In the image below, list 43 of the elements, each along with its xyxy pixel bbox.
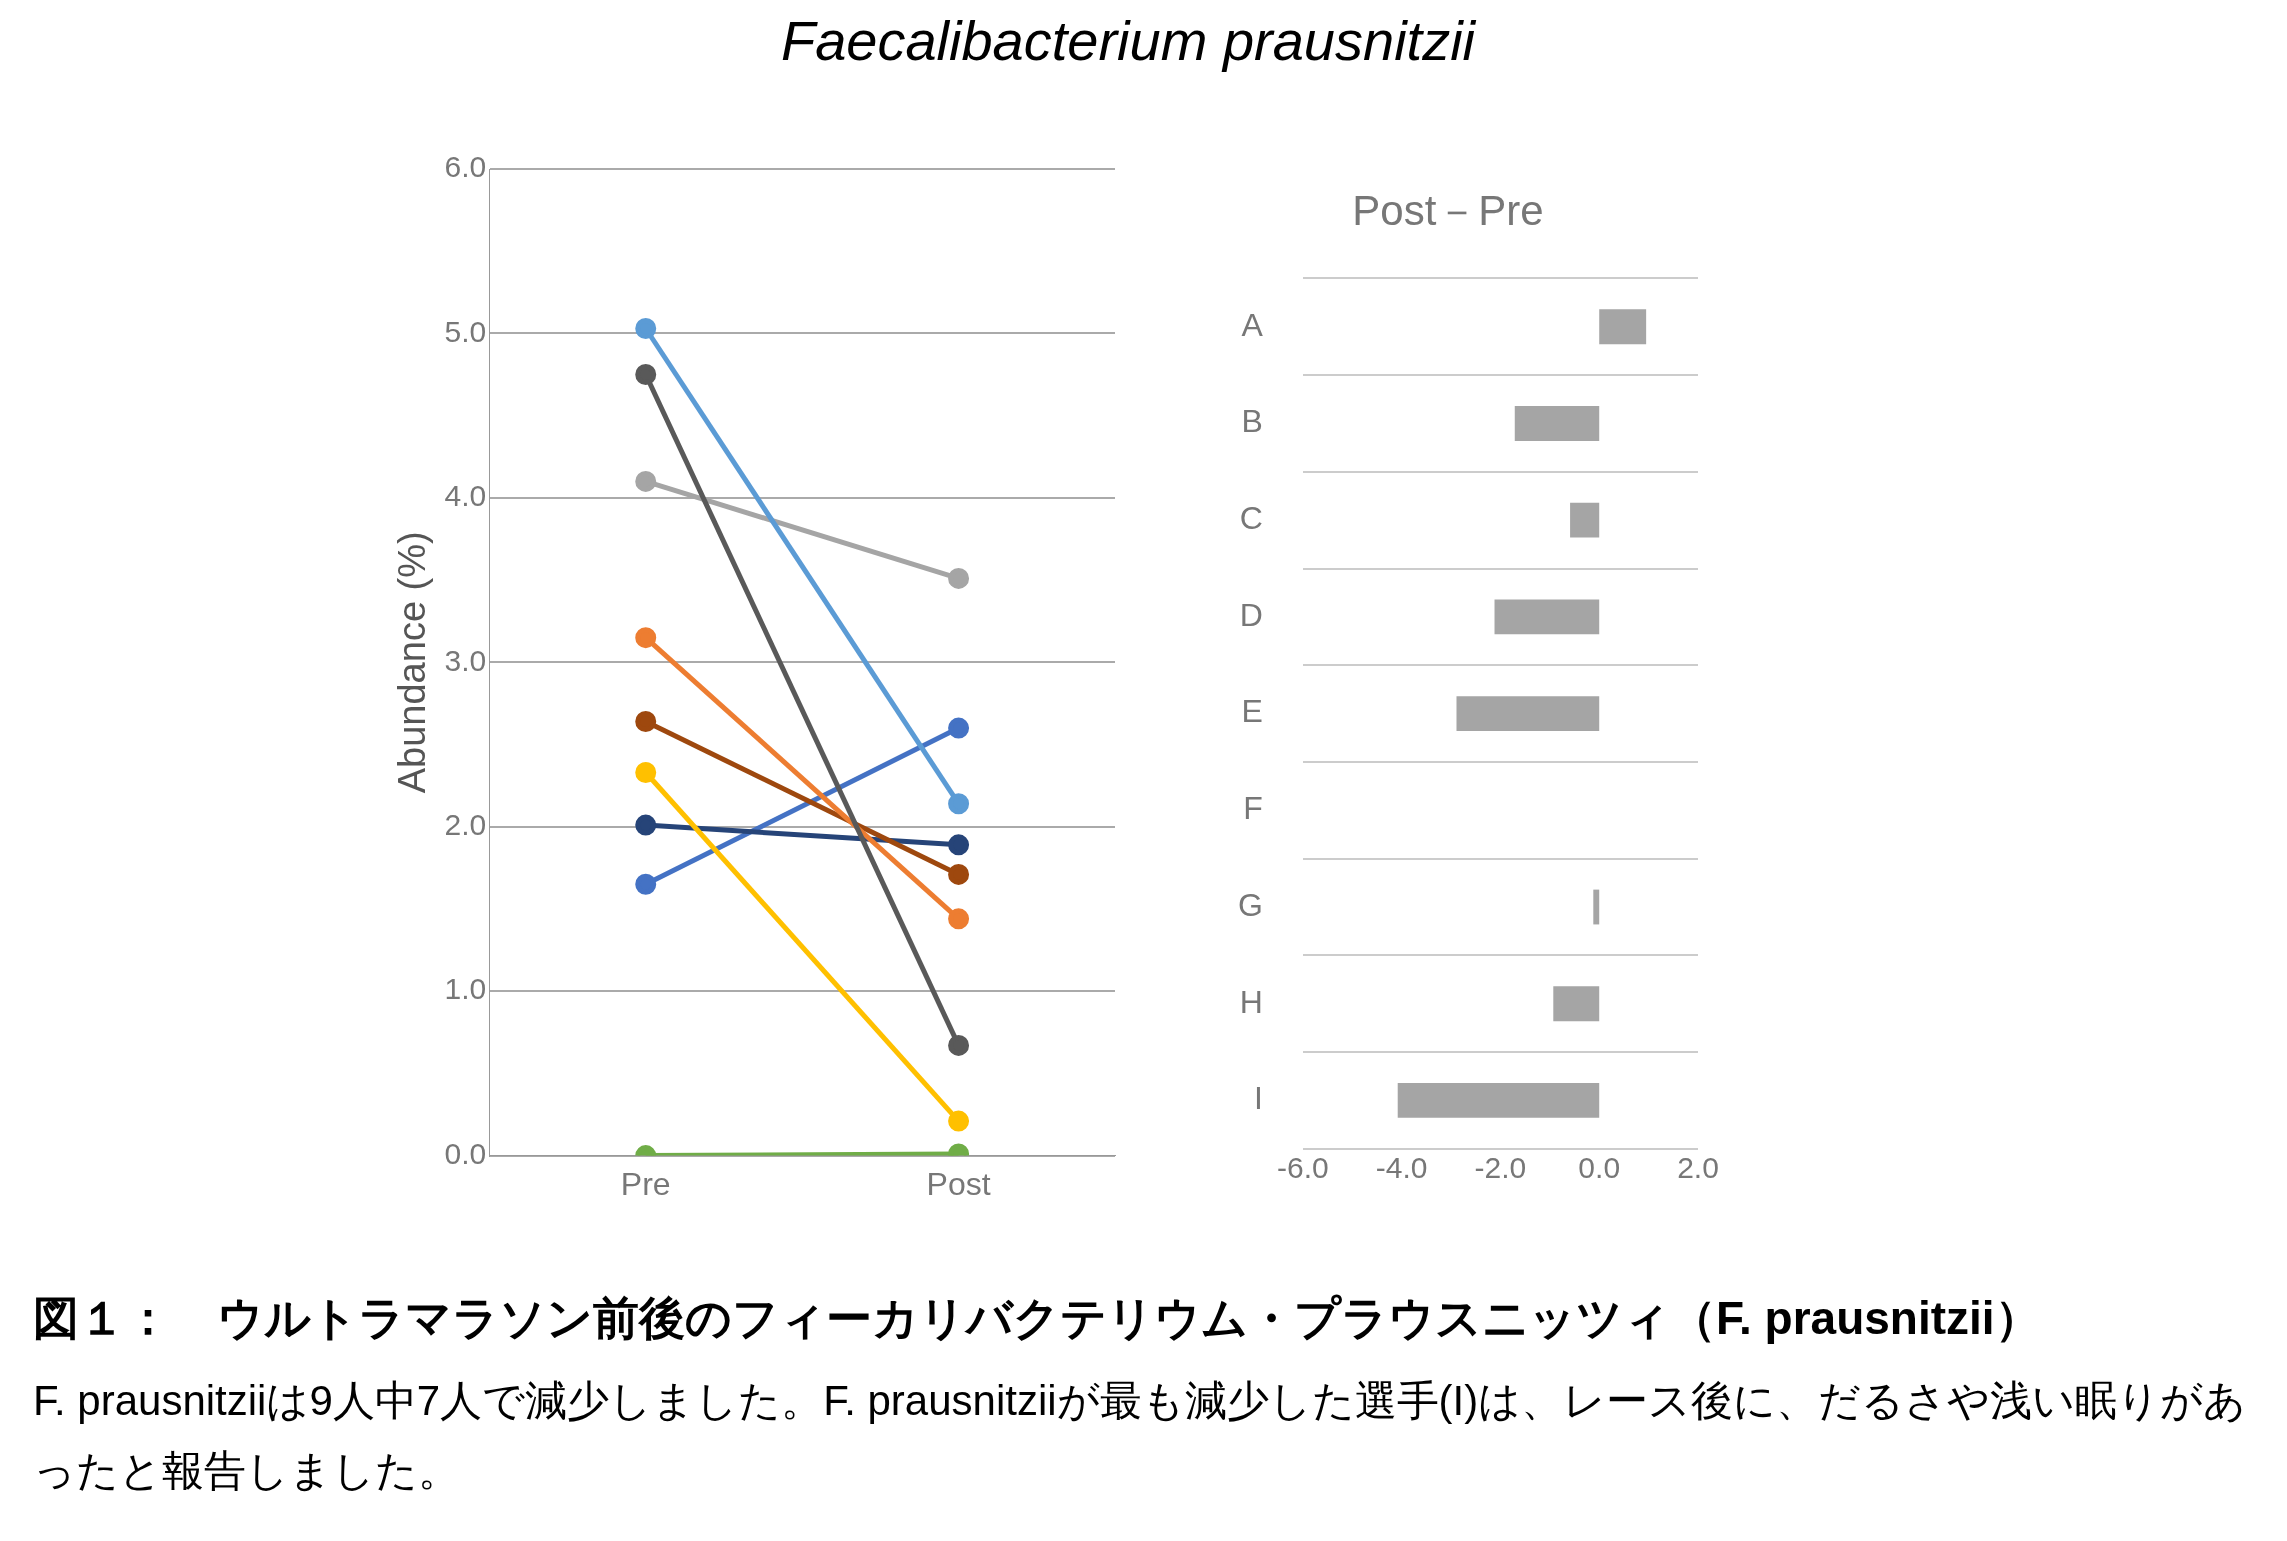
point bbox=[948, 1110, 970, 1132]
chart-title: Faecalibacterium prausnitzii bbox=[779, 8, 1477, 74]
point bbox=[635, 318, 657, 339]
point bbox=[948, 717, 970, 739]
y-axis-title: Abundance (%) bbox=[391, 531, 434, 794]
x-tick-label: 0.0 bbox=[1578, 1151, 1621, 1185]
x-tick-label: -4.0 bbox=[1375, 1151, 1428, 1185]
y-tick-label: A bbox=[1241, 306, 1264, 343]
y-tick-label: 5.0 bbox=[444, 314, 487, 348]
chart-title: Post－Pre bbox=[1352, 186, 1544, 234]
point bbox=[635, 761, 657, 783]
text: F. prausnitziiは9人中7人で減少しました。F. prausnitziiが最も減少した選手(I)は、レース後に、だるさや浅い眠りがあったと報告しました。 bbox=[33, 1376, 2248, 1496]
y-tick-label: E bbox=[1241, 693, 1263, 730]
y-tick-label: C bbox=[1239, 500, 1263, 537]
point bbox=[635, 873, 657, 895]
point bbox=[635, 814, 657, 836]
y-tick-label: H bbox=[1239, 983, 1263, 1020]
point bbox=[948, 908, 970, 930]
x-tick-label: 2.0 bbox=[1677, 1151, 1719, 1185]
point bbox=[635, 364, 657, 386]
point bbox=[948, 567, 970, 589]
y-tick-label: F bbox=[1243, 790, 1263, 827]
point bbox=[635, 627, 657, 649]
y-tick-label: 6.0 bbox=[444, 150, 487, 184]
x-tick-label: Pre bbox=[620, 1165, 671, 1202]
y-tick-label: B bbox=[1241, 403, 1263, 440]
point bbox=[948, 863, 970, 885]
point bbox=[635, 470, 657, 492]
x-tick-label: -6.0 bbox=[1277, 1151, 1329, 1185]
caption: 図１： ウルトラマラソン前後のフィーカリバクテリウム・プラウスニッツィ（F. prausnitzii） bbox=[33, 1291, 2042, 1346]
y-tick-label: 1.0 bbox=[444, 972, 487, 1006]
y-tick-label: G bbox=[1238, 886, 1263, 923]
y-tick-label: 3.0 bbox=[444, 643, 487, 677]
point bbox=[948, 793, 970, 815]
y-tick-label: I bbox=[1254, 1080, 1263, 1117]
x-tick-label: Post bbox=[926, 1165, 991, 1202]
y-tick-label: D bbox=[1239, 596, 1263, 633]
point bbox=[948, 834, 970, 856]
x-tick-label: -2.0 bbox=[1474, 1151, 1527, 1185]
point bbox=[948, 1034, 970, 1056]
y-tick-label: 2.0 bbox=[444, 808, 487, 841]
y-tick-label: 4.0 bbox=[444, 479, 487, 513]
point bbox=[635, 711, 657, 732]
